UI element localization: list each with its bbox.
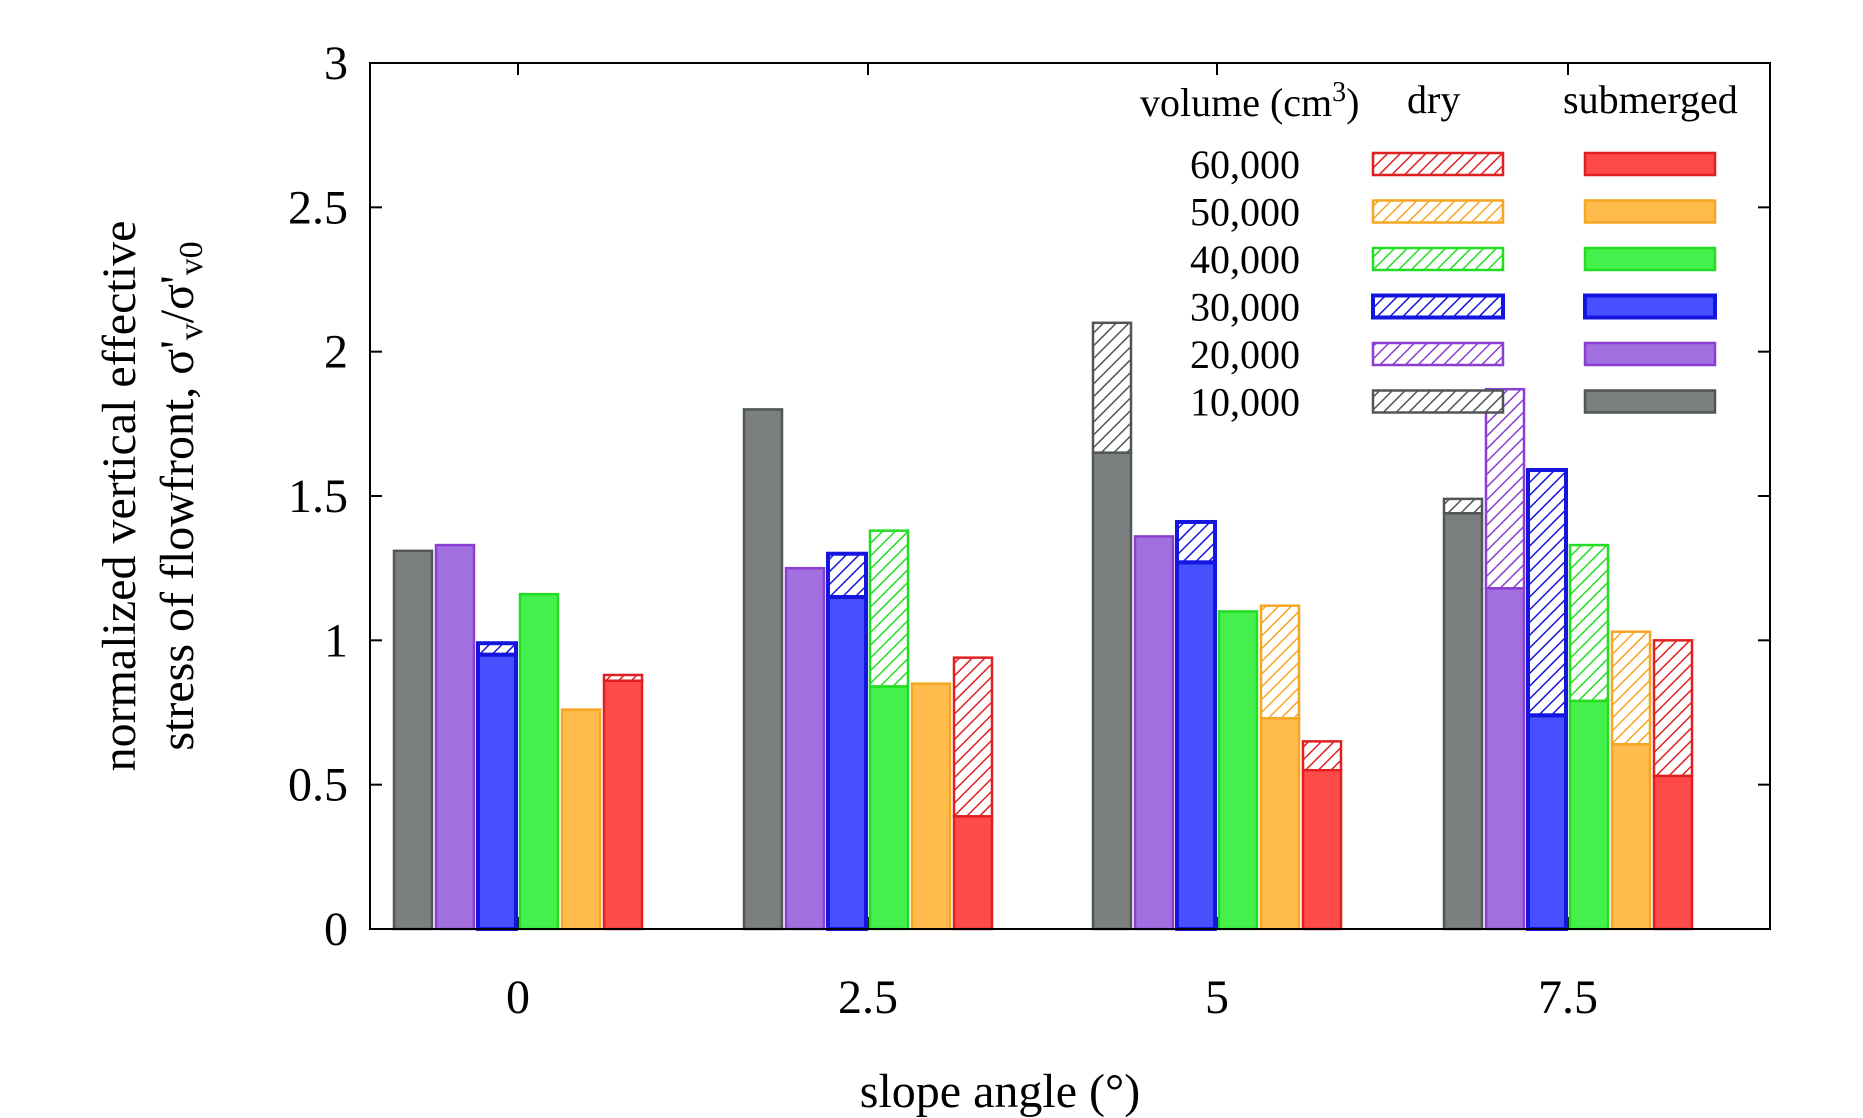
y-tick-label: 2 [324,326,348,379]
y-tick-label: 0.5 [288,759,348,812]
bar-dry-40000-7.5 [1568,543,1610,703]
legend-label: 50,000 [1190,190,1300,235]
y-axis-label-subscript-v0: v0 [173,241,210,275]
bar-dry-10000-7.5 [1442,497,1484,515]
bar-submerged-50000-7.5 [1610,743,1652,931]
bar-submerged-20000-7.5 [1484,587,1526,931]
legend-header: volume (cm3) [1140,77,1360,126]
bar-submerged-30000-2.5 [826,595,868,931]
bar-submerged-10000-5 [1091,451,1133,931]
bar-submerged-20000-2.5 [784,566,826,931]
bar-dry-50000-5 [1259,604,1301,720]
bar-series [392,321,1694,931]
legend-swatch-dry [1371,246,1505,272]
legend-label: 10,000 [1190,380,1300,425]
legend-swatch-submerged [1583,293,1717,320]
y-tick-label: 1.5 [288,470,348,523]
legend-label: 60,000 [1190,142,1300,187]
legend-label: 40,000 [1190,237,1300,282]
y-tick-labels: 0 0.5 1 1.5 2 2.5 3 [288,37,348,956]
x-tick-label: 5 [1205,971,1229,1024]
y-axis-label: normalized vertical effective [93,221,146,772]
y-tick-label: 0 [324,903,348,956]
legend-label: 30,000 [1190,285,1300,330]
legend-swatch-dry [1371,199,1505,224]
legend-dry-label: dry [1407,77,1460,122]
legend-swatch-submerged [1583,341,1717,367]
bar-submerged-40000-2.5 [868,685,910,931]
y-tick-label: 1 [324,614,348,667]
legend-swatch-dry [1371,293,1505,320]
legend-swatch-submerged [1583,246,1717,272]
bar-submerged-60000-7.5 [1652,774,1694,931]
bar-submerged-10000-0 [392,549,434,931]
plot-frame [369,62,1771,930]
legend-header-superscript: 3 [1332,77,1346,108]
bar-dry-40000-2.5 [868,529,910,688]
y-axis-label-line2: stress of flowfront, σ'v/σ'v0 [151,241,210,750]
bar-submerged-10000-2.5 [742,408,784,931]
y-tick-label: 3 [324,37,348,90]
bar-dry-10000-5 [1091,321,1133,454]
legend-header-close: ) [1346,80,1359,125]
legend-swatch-dry [1371,151,1505,177]
y-axis-label-subscript-v: v [173,323,210,340]
bar-submerged-50000-2.5 [910,682,952,931]
bar-dry-60000-2.5 [952,656,994,818]
bar-dry-30000-2.5 [826,551,868,600]
bar-submerged-60000-2.5 [952,815,994,931]
bar-dry-20000-7.5 [1484,387,1526,590]
bar-submerged-40000-5 [1217,610,1259,931]
y-axis-label-slash: /σ' [151,275,204,323]
bar-dry-30000-5 [1175,519,1217,565]
legend-swatch-submerged [1583,389,1717,414]
legend-header-text: volume (cm [1140,80,1332,125]
legend-swatch-submerged [1583,151,1717,177]
bar-submerged-60000-0 [602,679,644,931]
bar-dry-60000-7.5 [1652,639,1694,778]
bar-dry-60000-5 [1301,740,1343,772]
legend-swatch-dry [1371,341,1505,367]
bar-submerged-30000-5 [1175,560,1217,931]
bar-submerged-20000-0 [434,543,476,931]
bar-submerged-10000-7.5 [1442,512,1484,931]
bar-submerged-40000-0 [518,592,560,931]
x-axis-label: slope angle (°) [860,1065,1140,1118]
x-tick-labels: 0 2.5 5 7.5 [506,971,1598,1024]
bar-submerged-30000-7.5 [1526,713,1568,931]
legend-label: 20,000 [1190,332,1300,377]
bar-submerged-60000-5 [1301,768,1343,931]
y-tick-label: 2.5 [288,181,348,234]
x-tick-label: 7.5 [1538,971,1598,1024]
bar-submerged-50000-0 [560,708,602,931]
x-tick-label: 2.5 [838,971,898,1024]
bar-submerged-30000-0 [476,652,518,931]
legend-swatch-dry [1371,389,1505,414]
legend-swatch-submerged [1583,199,1717,224]
bar-dry-30000-7.5 [1526,468,1568,718]
x-tick-label: 0 [506,971,530,1024]
bar-submerged-50000-5 [1259,717,1301,931]
bar-dry-50000-7.5 [1610,630,1652,746]
legend-submerged-label: submerged [1563,77,1738,122]
bar-submerged-20000-5 [1133,535,1175,931]
y-axis-label-main: stress of flowfront, σ' [151,340,204,750]
bar-submerged-40000-7.5 [1568,699,1610,931]
legend: volume (cm3) dry submerged 60,00050,0004… [1140,77,1738,425]
